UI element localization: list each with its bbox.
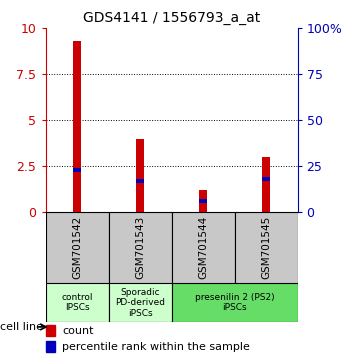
Text: GSM701543: GSM701543 (135, 216, 145, 279)
Bar (108, 212, 172, 283)
Text: presenilin 2 (PS2)
iPSCs: presenilin 2 (PS2) iPSCs (195, 293, 274, 312)
Text: GSM701544: GSM701544 (198, 216, 208, 279)
Title: GDS4141 / 1556793_a_at: GDS4141 / 1556793_a_at (83, 11, 260, 24)
Bar (234, 212, 298, 283)
Bar (262, 177, 270, 181)
Bar (46, 325, 55, 336)
Text: control
IPSCs: control IPSCs (61, 293, 93, 312)
Bar (172, 212, 234, 283)
Bar (73, 168, 81, 172)
Bar (199, 199, 207, 204)
Text: percentile rank within the sample: percentile rank within the sample (62, 342, 250, 352)
Bar (108, 283, 172, 322)
Text: count: count (62, 326, 94, 336)
Bar (199, 190, 207, 212)
Bar (73, 41, 81, 212)
Bar (46, 341, 55, 353)
Bar (46, 212, 108, 283)
Text: Sporadic
PD-derived
iPSCs: Sporadic PD-derived iPSCs (115, 288, 165, 318)
Bar (172, 283, 298, 322)
Bar (262, 157, 270, 212)
Bar (46, 283, 108, 322)
Text: GSM701542: GSM701542 (72, 216, 82, 279)
Text: cell line: cell line (0, 322, 43, 332)
Bar (136, 139, 144, 212)
Text: GSM701545: GSM701545 (261, 216, 271, 279)
Bar (136, 179, 144, 183)
